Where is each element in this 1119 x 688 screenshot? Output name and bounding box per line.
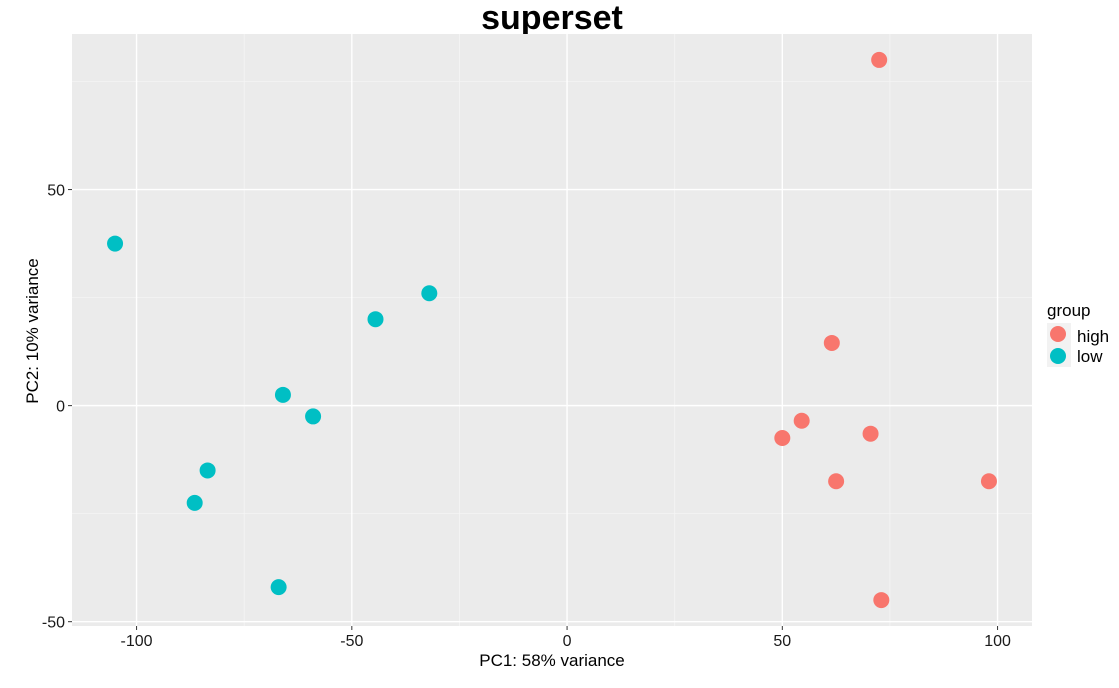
major-gridlines <box>72 34 1032 626</box>
data-point-high <box>828 473 845 490</box>
plot-panel <box>72 34 1032 626</box>
legend-swatch-low <box>1050 348 1066 364</box>
y-tick-label: -50 <box>42 615 65 632</box>
data-point-high <box>823 334 840 351</box>
x-axis-title: PC1: 58% variance <box>479 651 625 670</box>
y-axis: -50 0 50 <box>42 183 72 632</box>
legend-label-high: high <box>1077 327 1109 346</box>
legend-label-low: low <box>1077 347 1103 366</box>
data-point-high <box>774 430 791 447</box>
data-point-low <box>107 235 124 252</box>
x-tick-label: 50 <box>773 633 791 650</box>
data-point-high <box>873 592 890 609</box>
y-tick-label: 0 <box>56 399 65 416</box>
data-point-low <box>421 285 438 302</box>
minor-gridlines <box>72 34 1032 626</box>
x-tick-label: 100 <box>984 633 1011 650</box>
data-point-low <box>186 494 203 511</box>
x-tick-label: -50 <box>340 633 363 650</box>
x-axis: -100 -50 0 50 100 <box>121 626 1011 650</box>
data-point-low <box>305 408 322 425</box>
data-point-low <box>274 386 291 403</box>
data-point-high <box>862 425 879 442</box>
chart-title: superset <box>481 0 623 37</box>
data-point-high <box>793 412 810 429</box>
y-axis-title: PC2: 10% variance <box>23 258 42 404</box>
data-points <box>107 51 997 609</box>
data-point-low <box>199 462 216 479</box>
x-tick-label: -100 <box>121 633 153 650</box>
legend-title: group <box>1047 301 1090 320</box>
data-point-high <box>871 51 888 68</box>
data-point-high <box>980 473 997 490</box>
legend: group high low <box>1047 301 1109 367</box>
y-tick-label: 50 <box>47 183 65 200</box>
legend-swatch-high <box>1050 326 1066 342</box>
x-tick-label: 0 <box>563 633 572 650</box>
data-point-low <box>367 311 384 328</box>
data-point-low <box>270 579 287 596</box>
